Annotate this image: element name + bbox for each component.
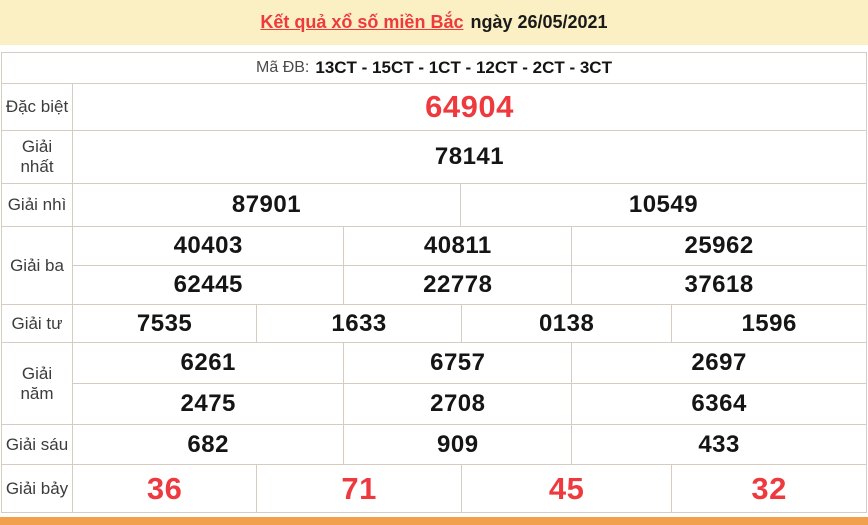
prize-number: 909 xyxy=(344,425,573,464)
prize-number: 1633 xyxy=(257,305,462,342)
prize-number: 10549 xyxy=(628,191,699,218)
prize-row-giai-tu: Giải tư 7535 1633 0138 1596 xyxy=(2,305,866,343)
prize-number: 1596 xyxy=(741,309,797,337)
prize-label: Giải nhất xyxy=(20,137,54,176)
prize-row-giai-sau: Giải sáu 682 909 433 xyxy=(2,425,866,465)
prize-rows-container: Đặc biệt 64904 Giải nhất 78141 Giải nhì 87901… xyxy=(2,84,866,512)
prize-label-cell: Giải năm xyxy=(2,343,73,424)
prize-tiers: 64904 xyxy=(73,84,866,130)
prize-label-cell: Giải ba xyxy=(2,227,73,304)
prize-label: Giải sáu xyxy=(5,434,69,454)
prize-number: 2697 xyxy=(691,349,747,376)
prize-number: 7535 xyxy=(73,305,258,342)
prize-number: 6261 xyxy=(73,343,345,383)
prize-number: 6364 xyxy=(691,390,747,417)
prize-number: 40811 xyxy=(344,227,573,265)
prize-row-giai-bay: Giải bảy 36 71 45 32 xyxy=(2,465,866,512)
prize-label-cell: Giải sáu xyxy=(2,425,73,464)
prize-label-cell: Giải bảy xyxy=(2,465,73,512)
prize-tier: 2475 2708 6364 xyxy=(73,383,866,424)
prize-number: 6757 xyxy=(344,343,573,383)
prize-row-giai-nam: Giải năm 6261 6757 2697 2475 2708 6364 xyxy=(2,343,866,425)
prize-label-cell: Giải nhất xyxy=(2,131,73,183)
prize-number: 87901 xyxy=(73,184,461,226)
prize-label: Giải nhì xyxy=(7,195,67,214)
prize-tier: 62445 22778 37618 xyxy=(73,265,866,304)
prize-tiers: 36 71 45 32 xyxy=(73,465,866,512)
prize-number: 37618 xyxy=(684,271,754,298)
prize-number: 45 xyxy=(462,465,673,512)
prize-row-giai-ba: Giải ba 40403 40811 25962 62445 22778 37618 xyxy=(2,227,866,305)
prize-label-cell: Giải nhì xyxy=(2,184,73,226)
prize-tiers: 78141 xyxy=(73,131,866,183)
results-table: Mã ĐB: 13CT - 15CT - 1CT - 12CT - 2CT - … xyxy=(1,52,867,513)
prize-label: Giải tư xyxy=(11,313,63,333)
prize-number: 25962 xyxy=(684,232,754,259)
prize-number: 71 xyxy=(257,465,462,512)
prize-tier: 78141 xyxy=(73,131,866,183)
prize-number: 32 xyxy=(751,470,787,506)
special-code-label: Mã ĐB: xyxy=(256,59,310,76)
prize-tiers: 6261 6757 2697 2475 2708 6364 xyxy=(73,343,866,424)
prize-row-giai-nhi: Giải nhì 87901 10549 xyxy=(2,184,866,227)
prize-label: Giải bảy xyxy=(5,478,69,498)
prize-number: 40403 xyxy=(73,227,345,265)
prize-tier: 7535 1633 0138 1596 xyxy=(73,305,866,342)
prize-number: 2475 xyxy=(73,384,345,424)
prize-label-cell: Đặc biệt xyxy=(2,84,73,130)
prize-number: 36 xyxy=(73,465,258,512)
prize-tiers: 40403 40811 25962 62445 22778 37618 xyxy=(73,227,866,304)
prize-tier: 682 909 433 xyxy=(73,425,866,464)
results-title-link[interactable]: Kết quả xổ số miền Bắc xyxy=(260,12,464,32)
draw-date: ngày 26/05/2021 xyxy=(470,12,608,32)
prize-tier: 40403 40811 25962 xyxy=(73,227,866,265)
prize-number: 682 xyxy=(73,425,345,464)
prize-label: Đặc biệt xyxy=(5,97,69,116)
prize-tier: 64904 xyxy=(73,84,866,130)
prize-row-giai-nhat: Giải nhất 78141 xyxy=(2,131,866,184)
prize-number: 0138 xyxy=(462,305,673,342)
prize-tier: 36 71 45 32 xyxy=(73,465,866,512)
prize-tier: 6261 6757 2697 xyxy=(73,343,866,383)
prize-label: Giải năm xyxy=(20,363,54,403)
special-code-row: Mã ĐB: 13CT - 15CT - 1CT - 12CT - 2CT - … xyxy=(2,53,866,84)
prize-row-dac-biet: Đặc biệt 64904 xyxy=(2,84,866,131)
prize-label-cell: Giải tư xyxy=(2,305,73,342)
prize-number: 433 xyxy=(698,430,740,458)
prize-label: Giải ba xyxy=(10,255,64,275)
page-header: Kết quả xổ số miền Bắc ngày 26/05/2021 xyxy=(0,0,868,45)
footer-bar xyxy=(0,517,868,525)
prize-tiers: 682 909 433 xyxy=(73,425,866,464)
prize-tier: 87901 10549 xyxy=(73,184,866,226)
prize-tiers: 87901 10549 xyxy=(73,184,866,226)
prize-number: 64904 xyxy=(425,89,514,124)
prize-number: 2708 xyxy=(344,384,573,424)
prize-number: 62445 xyxy=(73,266,345,304)
prize-number: 22778 xyxy=(344,266,573,304)
prize-number: 78141 xyxy=(434,143,505,170)
prize-tiers: 7535 1633 0138 1596 xyxy=(73,305,866,342)
special-code-values: 13CT - 15CT - 1CT - 12CT - 2CT - 3CT xyxy=(315,58,612,77)
